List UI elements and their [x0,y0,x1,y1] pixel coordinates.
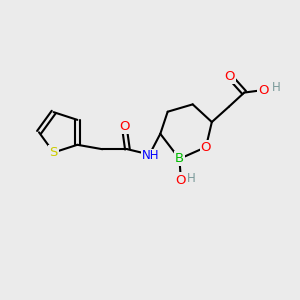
Text: S: S [50,146,58,159]
Text: O: O [119,120,130,133]
Text: O: O [258,84,268,97]
Text: NH: NH [142,149,160,163]
Text: H: H [187,172,196,185]
Text: H: H [272,81,280,94]
Text: O: O [224,70,235,83]
Text: O: O [201,141,211,154]
Text: O: O [176,173,186,187]
Text: B: B [175,152,184,165]
